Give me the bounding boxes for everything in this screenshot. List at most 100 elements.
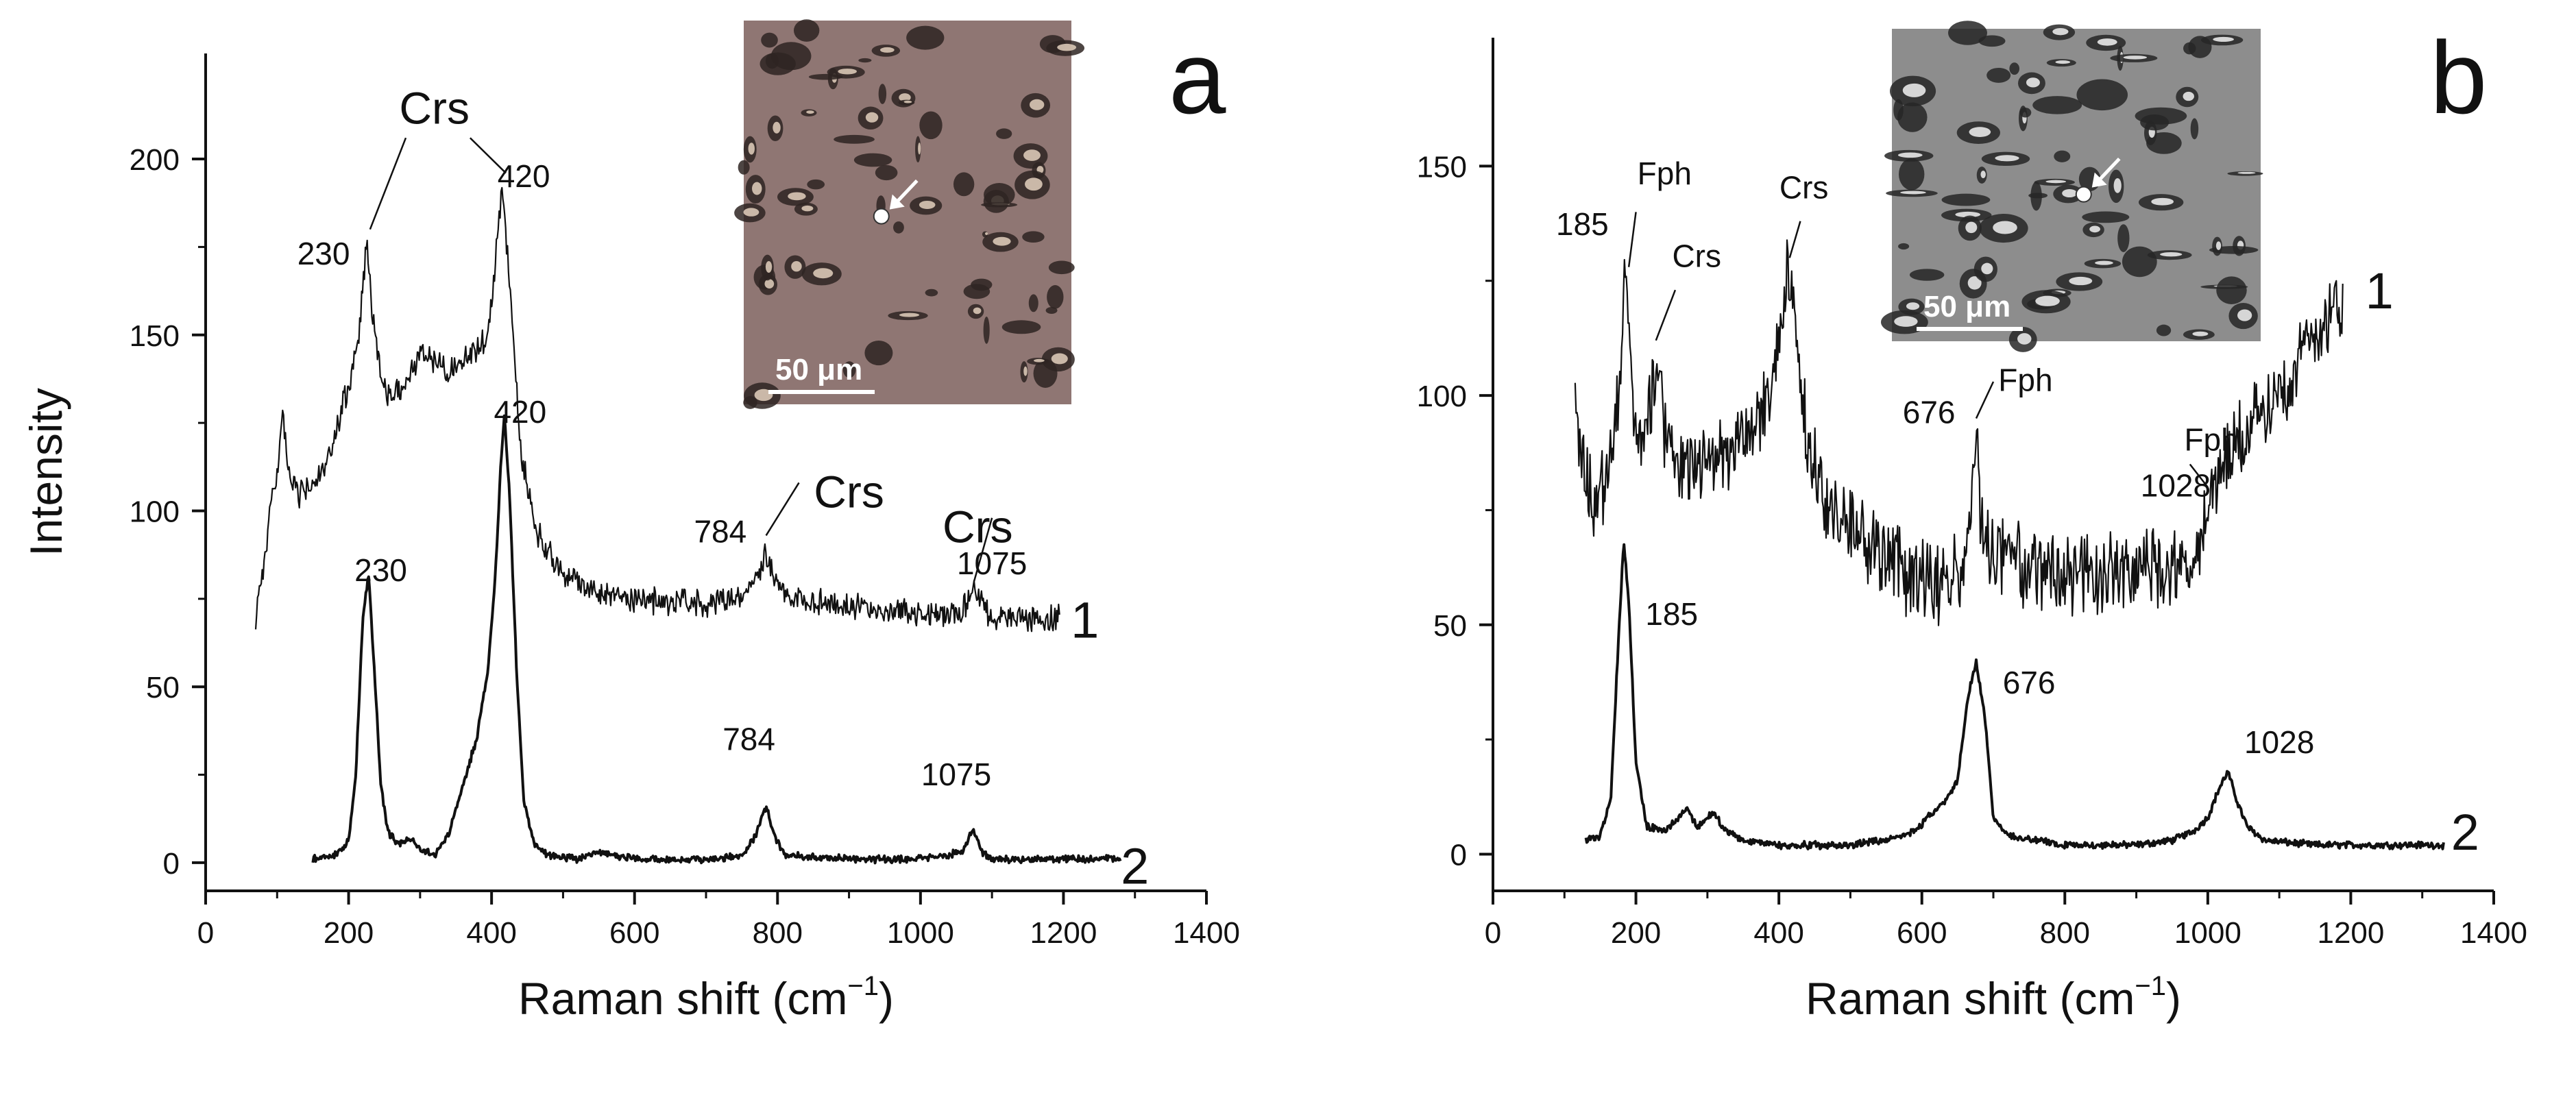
- series-2-line: [311, 414, 1122, 865]
- peak-annotation: 1075: [921, 757, 991, 792]
- inset-grain-highlight: [1034, 358, 1045, 363]
- inset-grain-highlight: [1900, 191, 1926, 195]
- inset-grain: [2076, 79, 2128, 111]
- inset-grain-highlight: [752, 182, 762, 195]
- inset-grain: [853, 153, 892, 167]
- annotation-leader-line: [2189, 463, 2209, 488]
- inset-grain-highlight: [2192, 331, 2209, 336]
- y-tick-label: 0: [163, 847, 180, 881]
- peak-annotation: 784: [694, 514, 746, 550]
- inset-grain: [2190, 118, 2199, 140]
- inset-grain-highlight: [919, 200, 936, 210]
- inset-grain-highlight: [1025, 177, 1043, 191]
- scale-bar-label: 50 μm: [1923, 290, 2010, 323]
- inset-grain-highlight: [1981, 262, 1993, 275]
- x-tick-label: 600: [609, 916, 659, 950]
- inset-grain-highlight: [1955, 211, 1981, 218]
- inset-grain: [2082, 211, 2130, 223]
- inset-grain-highlight: [1993, 221, 2017, 234]
- inset-grain: [1022, 231, 1045, 243]
- inset-grain: [1033, 359, 1058, 388]
- inset-grain-highlight: [2151, 197, 2174, 206]
- measurement-spot-marker: [2075, 186, 2092, 203]
- x-tick-label: 800: [753, 916, 803, 950]
- y-tick-label: 200: [130, 143, 180, 177]
- inset-grain-highlight: [2237, 309, 2252, 321]
- inset-grain: [2019, 108, 2032, 118]
- annotation-leader-line: [469, 137, 507, 174]
- inset-grain-highlight: [2069, 276, 2093, 286]
- annotation-leader-line: [1975, 381, 1995, 419]
- inset-grain: [2117, 224, 2130, 252]
- x-tick-label: 600: [1897, 916, 1947, 950]
- inset-grain-highlight: [1023, 149, 1041, 161]
- peak-annotation: 420: [498, 158, 550, 194]
- x-tick-label: 1000: [2174, 916, 2241, 950]
- inset-grain-highlight: [2183, 91, 2194, 101]
- y-tick-label: 150: [130, 319, 180, 353]
- inset-grain: [761, 32, 778, 48]
- inset-grain: [1986, 67, 2011, 83]
- inset-grain-highlight: [1965, 221, 1978, 234]
- inset-grain: [1909, 269, 1945, 281]
- inset-grain: [2032, 96, 2082, 114]
- peak-annotation: Fph: [2184, 421, 2238, 457]
- inset-grain-highlight: [2097, 38, 2117, 46]
- curve-number-label: 1: [2366, 262, 2394, 319]
- y-tick-label: 100: [130, 495, 180, 528]
- inset-grain: [2028, 193, 2048, 199]
- inset-grain: [1001, 320, 1041, 334]
- inset-grain: [1047, 285, 1064, 309]
- inset-grain: [1898, 158, 1925, 191]
- inset-grain-highlight: [2215, 241, 2222, 250]
- peak-annotation: 1028: [2244, 724, 2314, 760]
- curve-number-label: 2: [2451, 804, 2479, 861]
- inset-grain: [1948, 21, 1987, 45]
- inset-grain-highlight: [1980, 170, 1986, 179]
- peak-annotation: 230: [297, 236, 350, 271]
- inset-background: [744, 21, 1071, 404]
- inset-grain: [858, 58, 872, 63]
- peak-annotation: 676: [1903, 394, 1956, 430]
- inset-grain: [2140, 114, 2170, 131]
- peak-annotation: 676: [2003, 665, 2056, 700]
- inset-grain: [984, 183, 1015, 207]
- inset-grain-highlight: [2055, 60, 2071, 64]
- inset-grain: [996, 128, 1012, 139]
- inset-grain: [1028, 294, 1038, 312]
- x-tick-label: 1400: [1173, 916, 1240, 950]
- inset-grain-highlight: [2095, 260, 2113, 265]
- inset-grain-highlight: [2017, 333, 2032, 345]
- inset-grain: [1048, 260, 1075, 275]
- y-tick-label: 50: [146, 671, 180, 704]
- inset-grain-highlight: [2035, 295, 2060, 306]
- y-tick-label: 150: [1417, 150, 1467, 184]
- inset-grain-highlight: [993, 236, 1011, 246]
- inset-grain-highlight: [1894, 316, 1918, 327]
- inset-grain-highlight: [2113, 177, 2122, 193]
- inset-grain-highlight: [1902, 83, 1926, 97]
- inset-grain-highlight: [754, 389, 773, 402]
- inset-grain-highlight: [788, 192, 806, 201]
- annotation-leader-line: [1788, 221, 1801, 258]
- x-tick-label: 0: [1485, 916, 1501, 950]
- peak-annotation: 1028: [2141, 467, 2211, 503]
- inset-grain: [1898, 243, 1910, 250]
- peak-annotation: 230: [354, 552, 407, 588]
- pointer-arrowhead-icon: [2091, 172, 2107, 188]
- inset-grain-highlight: [2045, 180, 2067, 184]
- x-tick-label: 0: [197, 916, 214, 950]
- inset-grain-highlight: [764, 279, 775, 289]
- inset-grain-highlight: [1029, 99, 1045, 110]
- inset-grain: [2156, 324, 2172, 336]
- peak-annotation: 185: [1556, 206, 1609, 242]
- inset-grain-highlight: [1967, 276, 1982, 290]
- annotation-leader-line: [1655, 289, 1677, 341]
- y-tick-label: 50: [1433, 609, 1467, 643]
- peak-annotation: Crs: [1672, 238, 1721, 274]
- micrograph-inset: 50 μm: [734, 19, 1085, 409]
- inset-grain: [738, 160, 750, 175]
- inset-grain: [1893, 99, 1904, 121]
- inset-grain: [765, 53, 779, 69]
- inset-grain: [842, 361, 856, 378]
